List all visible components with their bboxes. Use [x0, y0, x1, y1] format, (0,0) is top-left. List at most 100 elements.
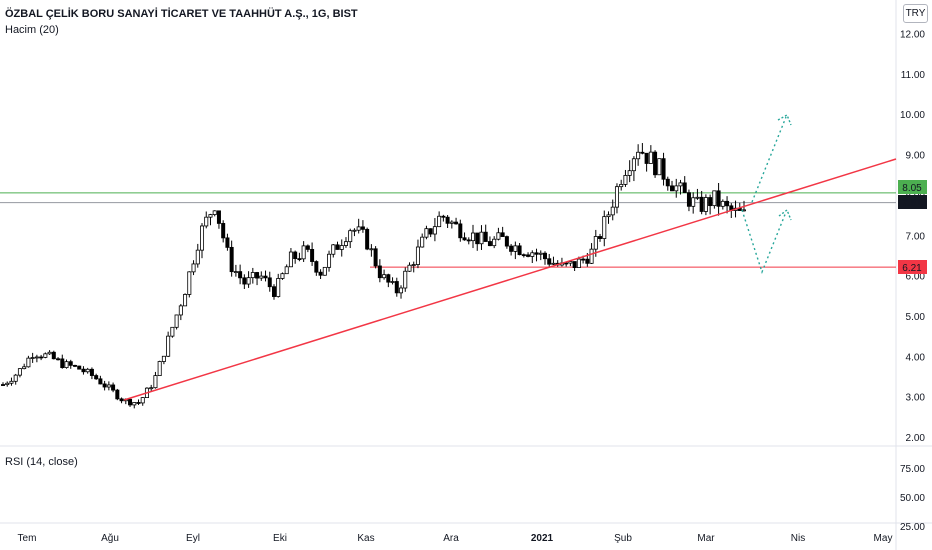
- candle-body: [339, 245, 344, 250]
- support-price-badge: [898, 260, 927, 274]
- candle-body: [437, 215, 442, 228]
- projection-up-path[interactable]: [751, 116, 787, 203]
- candle-body: [297, 258, 302, 261]
- candle-body: [128, 398, 133, 406]
- candle-body: [343, 241, 348, 246]
- candle-body: [225, 237, 230, 248]
- candle-body: [327, 253, 332, 268]
- candle-body: [487, 241, 492, 247]
- candle-body: [382, 274, 387, 279]
- candle-body: [47, 351, 52, 355]
- candle-body: [479, 231, 484, 245]
- candle-body: [420, 236, 425, 248]
- rsi-tick-label: 25.00: [900, 522, 925, 533]
- candle-body: [140, 397, 145, 404]
- candle-body: [51, 351, 56, 360]
- candle-body: [98, 378, 103, 385]
- candle-body: [708, 197, 713, 207]
- candle-body: [665, 178, 670, 187]
- y-tick-label: 2.00: [906, 433, 926, 444]
- candle-body: [115, 389, 120, 400]
- x-tick-label: Eki: [273, 533, 287, 544]
- candle-body: [602, 216, 607, 239]
- symbol-title: ÖZBAL ÇELİK BORU SANAYİ TİCARET VE TAAHH…: [5, 8, 358, 20]
- candle-body: [449, 221, 454, 224]
- projection-down-path[interactable]: [741, 209, 787, 275]
- candle-body: [348, 230, 353, 243]
- candle-body: [94, 375, 99, 380]
- candle-body: [271, 286, 276, 297]
- y-tick-label: 11.00: [901, 70, 926, 81]
- x-tick-label: Şub: [614, 533, 632, 544]
- candle-body: [200, 225, 205, 251]
- candle-body: [305, 245, 310, 250]
- candle-body: [386, 274, 391, 283]
- candle-body: [246, 277, 251, 285]
- candle-body: [360, 226, 365, 230]
- candle-body: [331, 244, 336, 255]
- candle-body: [538, 252, 543, 255]
- candle-body: [403, 270, 408, 289]
- candle-body: [568, 261, 573, 264]
- candle-body: [445, 216, 450, 224]
- candle-body: [187, 271, 192, 295]
- candle-body: [166, 335, 171, 357]
- candle-body: [136, 402, 141, 404]
- candle-body: [716, 190, 721, 207]
- currency-badge[interactable]: TRY: [903, 4, 928, 23]
- candle-body: [428, 228, 433, 235]
- candle-body: [39, 356, 44, 359]
- candle-body: [466, 239, 471, 242]
- candle-body: [111, 384, 116, 391]
- rsi-indicator-label[interactable]: RSI (14, close): [5, 456, 78, 468]
- candle-body: [483, 231, 488, 242]
- candle-body: [614, 186, 619, 208]
- candle-body: [581, 258, 586, 261]
- rsi-tick-label: 50.00: [900, 493, 925, 504]
- candle-body: [598, 236, 603, 239]
- candle-body: [657, 158, 662, 176]
- time-axis[interactable]: Tem Ağu Eyl Eki Kas Ara 2021 Şub Mar Nis May: [18, 533, 893, 544]
- candle-body: [68, 361, 73, 366]
- candle-body: [233, 271, 238, 273]
- candle-body: [102, 383, 107, 388]
- candle-body: [623, 175, 628, 185]
- volume-indicator-label[interactable]: Hacim (20): [5, 24, 59, 36]
- resistance-price-badge: [898, 180, 927, 194]
- projection-arrowheads: [777, 114, 792, 221]
- x-tick-label: 2021: [531, 533, 554, 544]
- candle-body: [318, 271, 323, 276]
- candle-body: [13, 374, 18, 382]
- projection-paths[interactable]: [741, 116, 787, 275]
- candle-body: [585, 258, 590, 264]
- candle-body: [26, 357, 31, 368]
- candle-body: [204, 216, 209, 227]
- x-tick-label: Mar: [697, 533, 715, 544]
- candle-body: [674, 185, 679, 192]
- candle-body: [356, 226, 361, 231]
- candle-body: [678, 182, 683, 187]
- candle-body: [153, 375, 158, 389]
- arrowhead-down: [778, 208, 792, 221]
- candle-body: [43, 353, 48, 358]
- price-badges: 8.05 7.81 6.21: [898, 180, 927, 274]
- candle-body: [89, 368, 94, 376]
- candle-body: [475, 232, 480, 245]
- candle-body: [725, 200, 730, 207]
- candle-body: [56, 358, 61, 361]
- candle-body: [183, 294, 188, 307]
- rsi-tick-label: 75.00: [900, 464, 925, 475]
- candle-body: [441, 215, 446, 218]
- candle-body: [284, 266, 289, 275]
- rsi-axis[interactable]: 75.00 50.00 25.00: [900, 464, 925, 533]
- trendline[interactable]: [123, 158, 897, 401]
- last-price-badge: [898, 195, 927, 209]
- candle-body: [267, 277, 272, 288]
- x-tick-label: Tem: [18, 533, 37, 544]
- candle-body: [119, 398, 124, 402]
- price-axis[interactable]: 12.0011.0010.009.008.007.006.005.004.003…: [900, 30, 925, 445]
- candle-body: [471, 232, 476, 242]
- candle-body: [229, 246, 234, 273]
- candle-body: [221, 223, 226, 239]
